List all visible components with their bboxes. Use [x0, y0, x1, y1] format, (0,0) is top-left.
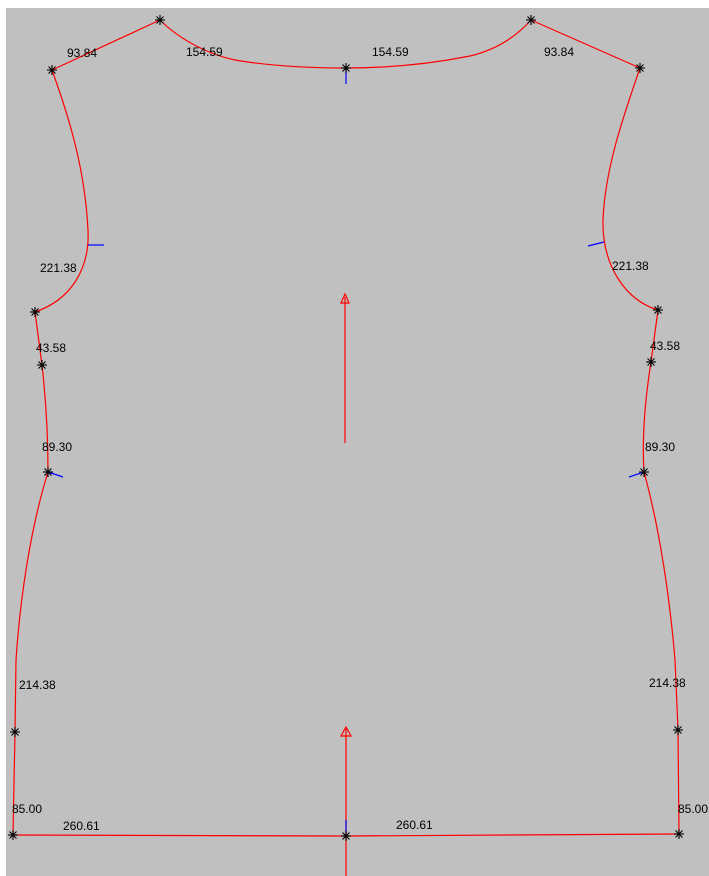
label-side-bottom-right: 85.00: [678, 802, 708, 816]
asterisk-icon[interactable]: [43, 467, 53, 477]
asterisk-icon[interactable]: [30, 307, 40, 317]
notch-side-left: [47, 471, 64, 478]
label-shoulder-left: 93.84: [67, 46, 97, 60]
label-hem-right: 260.61: [396, 818, 433, 832]
side-right[interactable]: [642, 309, 680, 835]
asterisk-icon[interactable]: [673, 725, 683, 735]
label-side-mid-left: 89.30: [42, 440, 72, 454]
grain-arrows: [339, 292, 353, 737]
label-side-upper-right: 43.58: [650, 339, 680, 353]
label-side-bottom-left: 85.00: [12, 802, 42, 816]
asterisk-icon[interactable]: [646, 357, 656, 367]
shoulder-right[interactable]: [530, 19, 641, 69]
dimension-labels: 93.84 93.84 154.59 154.59 221.38 221.38 …: [12, 45, 708, 833]
drawing-area[interactable]: [6, 8, 709, 876]
asterisk-icon[interactable]: [341, 63, 351, 73]
asterisk-icon[interactable]: [635, 63, 645, 73]
label-side-lower-right: 214.38: [649, 676, 686, 690]
label-side-mid-right: 89.30: [645, 440, 675, 454]
asterisk-icon[interactable]: [37, 360, 47, 370]
asterisk-icon[interactable]: [155, 15, 165, 25]
asterisk-icon[interactable]: [674, 829, 684, 839]
arrowhead-icon: [339, 725, 353, 737]
label-neck-left: 154.59: [186, 45, 223, 59]
asterisk-icon[interactable]: [47, 65, 57, 75]
asterisk-icon[interactable]: [639, 467, 649, 477]
asterisk-icon[interactable]: [10, 727, 20, 737]
pattern-points[interactable]: [8, 15, 684, 841]
shoulder-left[interactable]: [51, 19, 161, 71]
notch-side-right: [628, 471, 645, 478]
asterisk-icon[interactable]: [341, 831, 351, 841]
label-hem-left: 260.61: [63, 819, 100, 833]
armhole-left[interactable]: [34, 69, 89, 313]
asterisk-icon[interactable]: [526, 15, 536, 25]
label-shoulder-right: 93.84: [544, 45, 574, 59]
label-side-lower-left: 214.38: [19, 678, 56, 692]
asterisk-icon[interactable]: [8, 830, 18, 840]
label-neck-right: 154.59: [372, 45, 409, 59]
side-left[interactable]: [12, 311, 49, 836]
notch-armhole-right: [587, 241, 605, 247]
armhole-right[interactable]: [602, 67, 659, 311]
arrowhead-icon: [340, 292, 350, 304]
label-side-upper-left: 43.58: [36, 341, 66, 355]
label-armhole-right: 221.38: [612, 259, 649, 273]
asterisk-icon[interactable]: [653, 305, 663, 315]
label-armhole-left: 221.38: [40, 261, 77, 275]
pattern-outline[interactable]: [12, 19, 680, 876]
